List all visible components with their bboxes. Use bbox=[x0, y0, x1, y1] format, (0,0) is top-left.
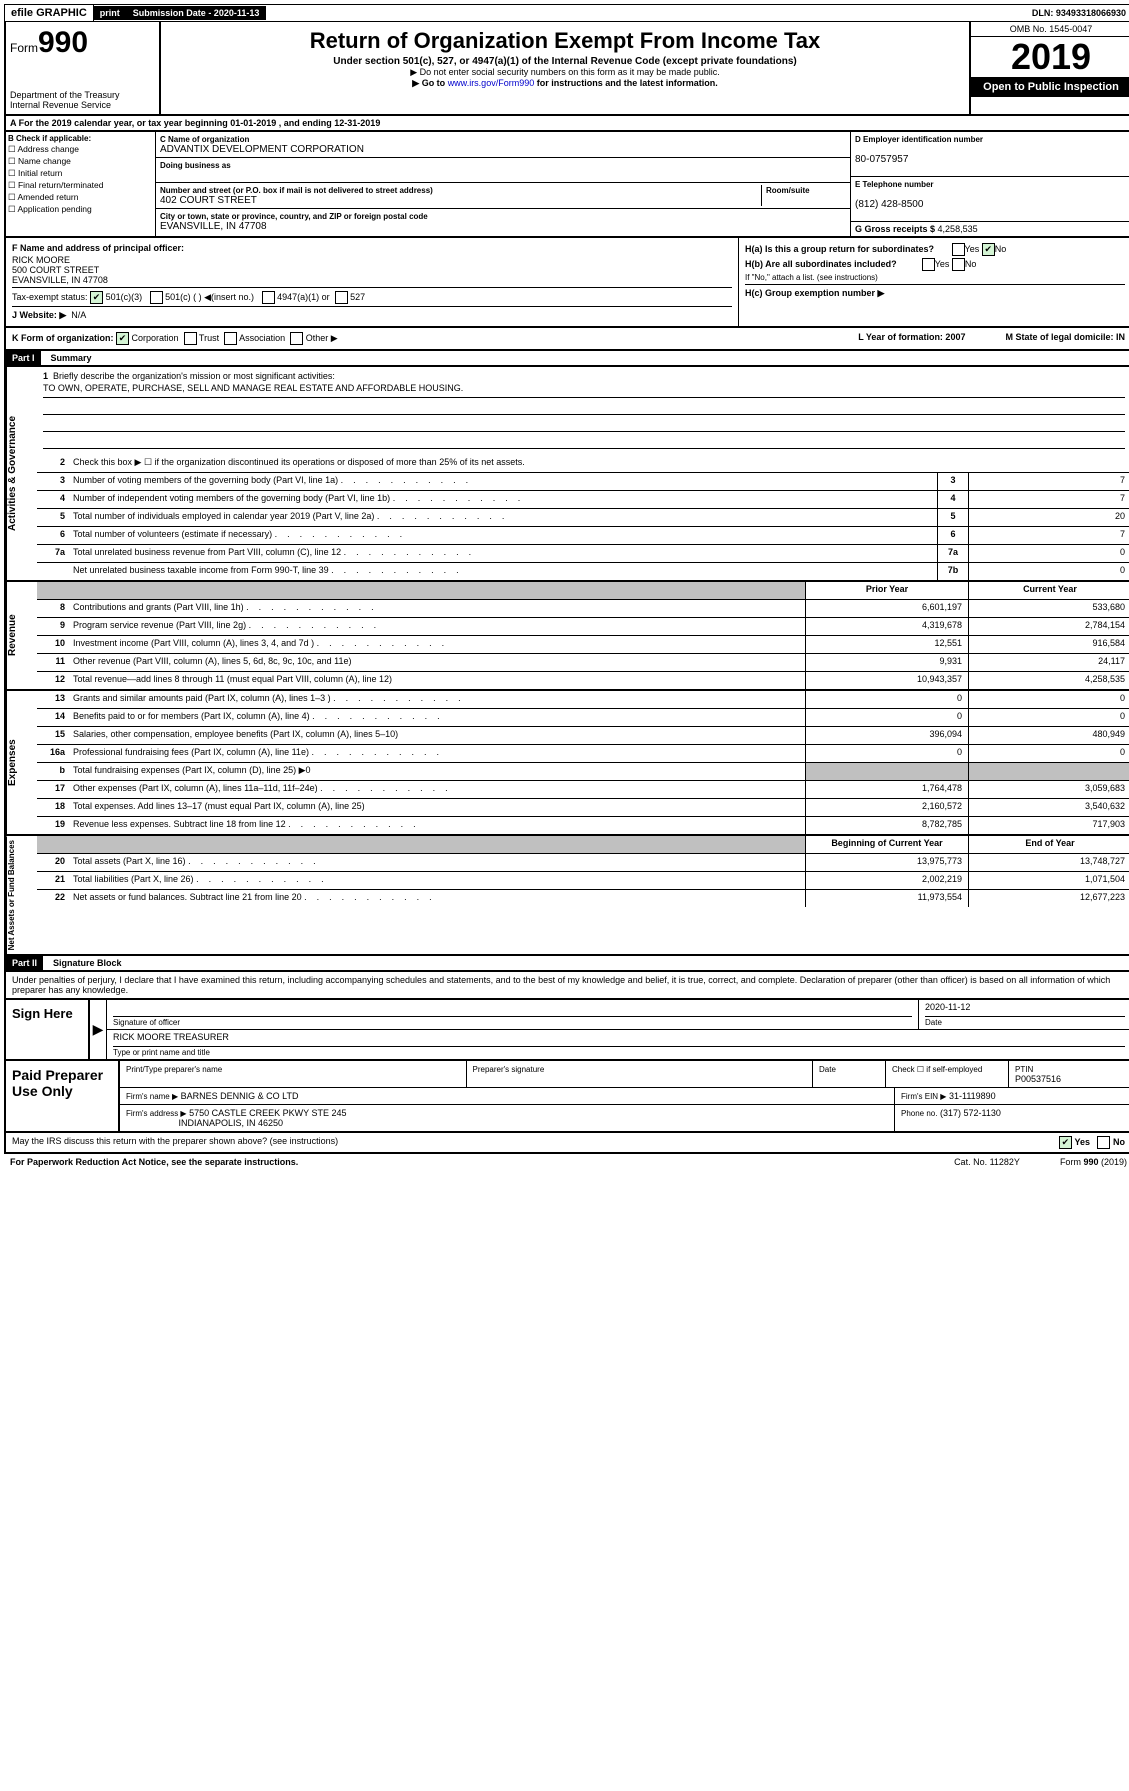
line-k: K Form of organization: Corporation Trus… bbox=[4, 328, 1129, 351]
form-number: Form990 bbox=[10, 26, 155, 60]
block-bcde: B Check if applicable: ☐ Address change … bbox=[4, 132, 1129, 238]
officer-name: RICK MOORE bbox=[12, 255, 732, 265]
print-button[interactable]: print bbox=[94, 6, 127, 20]
open-public: Open to Public Inspection bbox=[971, 77, 1129, 97]
dept-treasury: Department of the Treasury bbox=[10, 90, 155, 100]
discuss-preparer: May the IRS discuss this return with the… bbox=[4, 1133, 1129, 1154]
dln: DLN: 93493318066930 bbox=[1026, 6, 1129, 20]
officer-name-title: RICK MOORE TREASURER bbox=[113, 1032, 1125, 1047]
org-address: 402 COURT STREET bbox=[160, 195, 257, 206]
activities-governance: Activities & Governance 1 Briefly descri… bbox=[4, 367, 1129, 582]
check-discuss-yes bbox=[1059, 1136, 1072, 1149]
line-a: A For the 2019 calendar year, or tax yea… bbox=[4, 116, 1129, 132]
ein: 80-0757957 bbox=[855, 154, 908, 165]
state-domicile: M State of legal domicile: IN bbox=[1005, 332, 1125, 345]
check-501c3 bbox=[90, 291, 103, 304]
firm-name: BARNES DENNIG & CO LTD bbox=[181, 1091, 299, 1101]
paid-preparer: Paid Preparer Use Only Print/Type prepar… bbox=[4, 1061, 1129, 1133]
col-b-checkboxes: B Check if applicable: ☐ Address change … bbox=[6, 132, 156, 236]
website: N/A bbox=[71, 310, 86, 320]
firm-ein: 31-1119890 bbox=[949, 1091, 996, 1101]
efile-label: efile GRAPHIC bbox=[5, 5, 94, 21]
org-city: EVANSVILLE, IN 47708 bbox=[160, 221, 267, 232]
part1-header: Part I Summary bbox=[4, 351, 1129, 367]
footer-line: For Paperwork Reduction Act Notice, see … bbox=[4, 1154, 1129, 1170]
gross-receipts: 4,258,535 bbox=[938, 224, 978, 234]
irs-label: Internal Revenue Service bbox=[10, 100, 155, 110]
telephone: (812) 428-8500 bbox=[855, 199, 923, 210]
submission-date: Submission Date - 2020-11-13 bbox=[127, 6, 267, 20]
org-name: ADVANTIX DEVELOPMENT CORPORATION bbox=[160, 144, 364, 155]
omb-number: OMB No. 1545-0047 bbox=[971, 22, 1129, 37]
ptin: P00537516 bbox=[1015, 1074, 1061, 1084]
note-link: ▶ Go to www.irs.gov/Form990 for instruct… bbox=[165, 78, 965, 89]
arrow-icon: ▶ bbox=[90, 1000, 107, 1059]
sign-date: 2020-11-12 bbox=[925, 1002, 1125, 1017]
firm-phone: (317) 572-1130 bbox=[940, 1108, 1001, 1118]
perjury-declaration: Under penalties of perjury, I declare th… bbox=[6, 972, 1129, 998]
net-assets-section: Net Assets or Fund Balances Beginning of… bbox=[4, 836, 1129, 956]
irs-link[interactable]: www.irs.gov/Form990 bbox=[448, 78, 535, 88]
check-corporation bbox=[116, 332, 129, 345]
form-title: Return of Organization Exempt From Incom… bbox=[165, 28, 965, 54]
form-subtitle: Under section 501(c), 527, or 4947(a)(1)… bbox=[165, 56, 965, 67]
tax-year: 2019 bbox=[971, 37, 1129, 77]
top-bar: efile GRAPHIC print Submission Date - 20… bbox=[4, 4, 1129, 22]
sign-here-label: Sign Here bbox=[6, 1000, 90, 1059]
block-f-h: F Name and address of principal officer:… bbox=[4, 238, 1129, 328]
part2-header: Part II Signature Block bbox=[4, 956, 1129, 972]
year-formation: L Year of formation: 2007 bbox=[858, 332, 965, 345]
form-header: Form990 Department of the Treasury Inter… bbox=[4, 22, 1129, 116]
expenses-section: Expenses 13Grants and similar amounts pa… bbox=[4, 691, 1129, 836]
mission-text: TO OWN, OPERATE, PURCHASE, SELL AND MANA… bbox=[43, 383, 1125, 398]
note-ssn: ▶ Do not enter social security numbers o… bbox=[165, 67, 965, 78]
check-group-no bbox=[982, 243, 995, 256]
revenue-section: Revenue Prior YearCurrent Year 8Contribu… bbox=[4, 582, 1129, 691]
